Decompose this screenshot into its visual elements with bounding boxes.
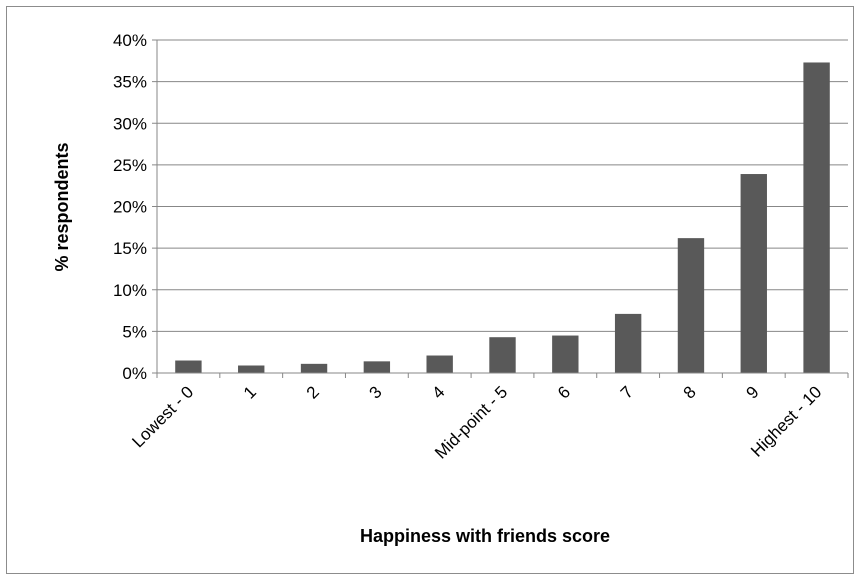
x-tick-label: 2 (303, 382, 323, 402)
bar (238, 365, 265, 373)
gridlines (157, 39, 848, 332)
y-axis-title: % respondents (52, 142, 72, 271)
bar-series (175, 62, 830, 373)
x-tick-label: 8 (680, 382, 700, 402)
bar (175, 360, 202, 373)
y-tick-label: 5% (122, 322, 147, 341)
y-tick-label: 15% (113, 239, 147, 258)
y-tick-label: 0% (122, 364, 147, 383)
bar (803, 62, 830, 373)
bar (552, 335, 579, 373)
y-tick-labels: 0% 5% 10% 15% 20% 25% 30% 35% 40% (113, 31, 147, 383)
y-tick-label: 35% (113, 73, 147, 92)
y-tick-label: 40% (113, 31, 147, 50)
x-axis-title: Happiness with friends score (360, 526, 610, 546)
y-tick-label: 20% (113, 198, 147, 217)
x-tick-label: 3 (366, 382, 386, 402)
x-tick-label: 9 (742, 382, 762, 402)
bar (614, 313, 642, 373)
x-tick-label: Lowest - 0 (128, 382, 197, 451)
bar (363, 361, 391, 373)
axes (152, 39, 849, 378)
bar (300, 363, 328, 373)
bar (677, 238, 705, 373)
x-tick-label: 4 (428, 382, 448, 402)
y-tick-label: 25% (113, 156, 147, 175)
y-tick-label: 10% (113, 281, 147, 300)
y-tick-label: 30% (113, 114, 147, 133)
bar (426, 355, 453, 373)
x-tick-label: 7 (617, 382, 637, 402)
x-tick-label: 6 (554, 382, 574, 402)
x-tick-label: 1 (240, 382, 260, 402)
bar (740, 174, 767, 373)
bar (489, 337, 516, 373)
